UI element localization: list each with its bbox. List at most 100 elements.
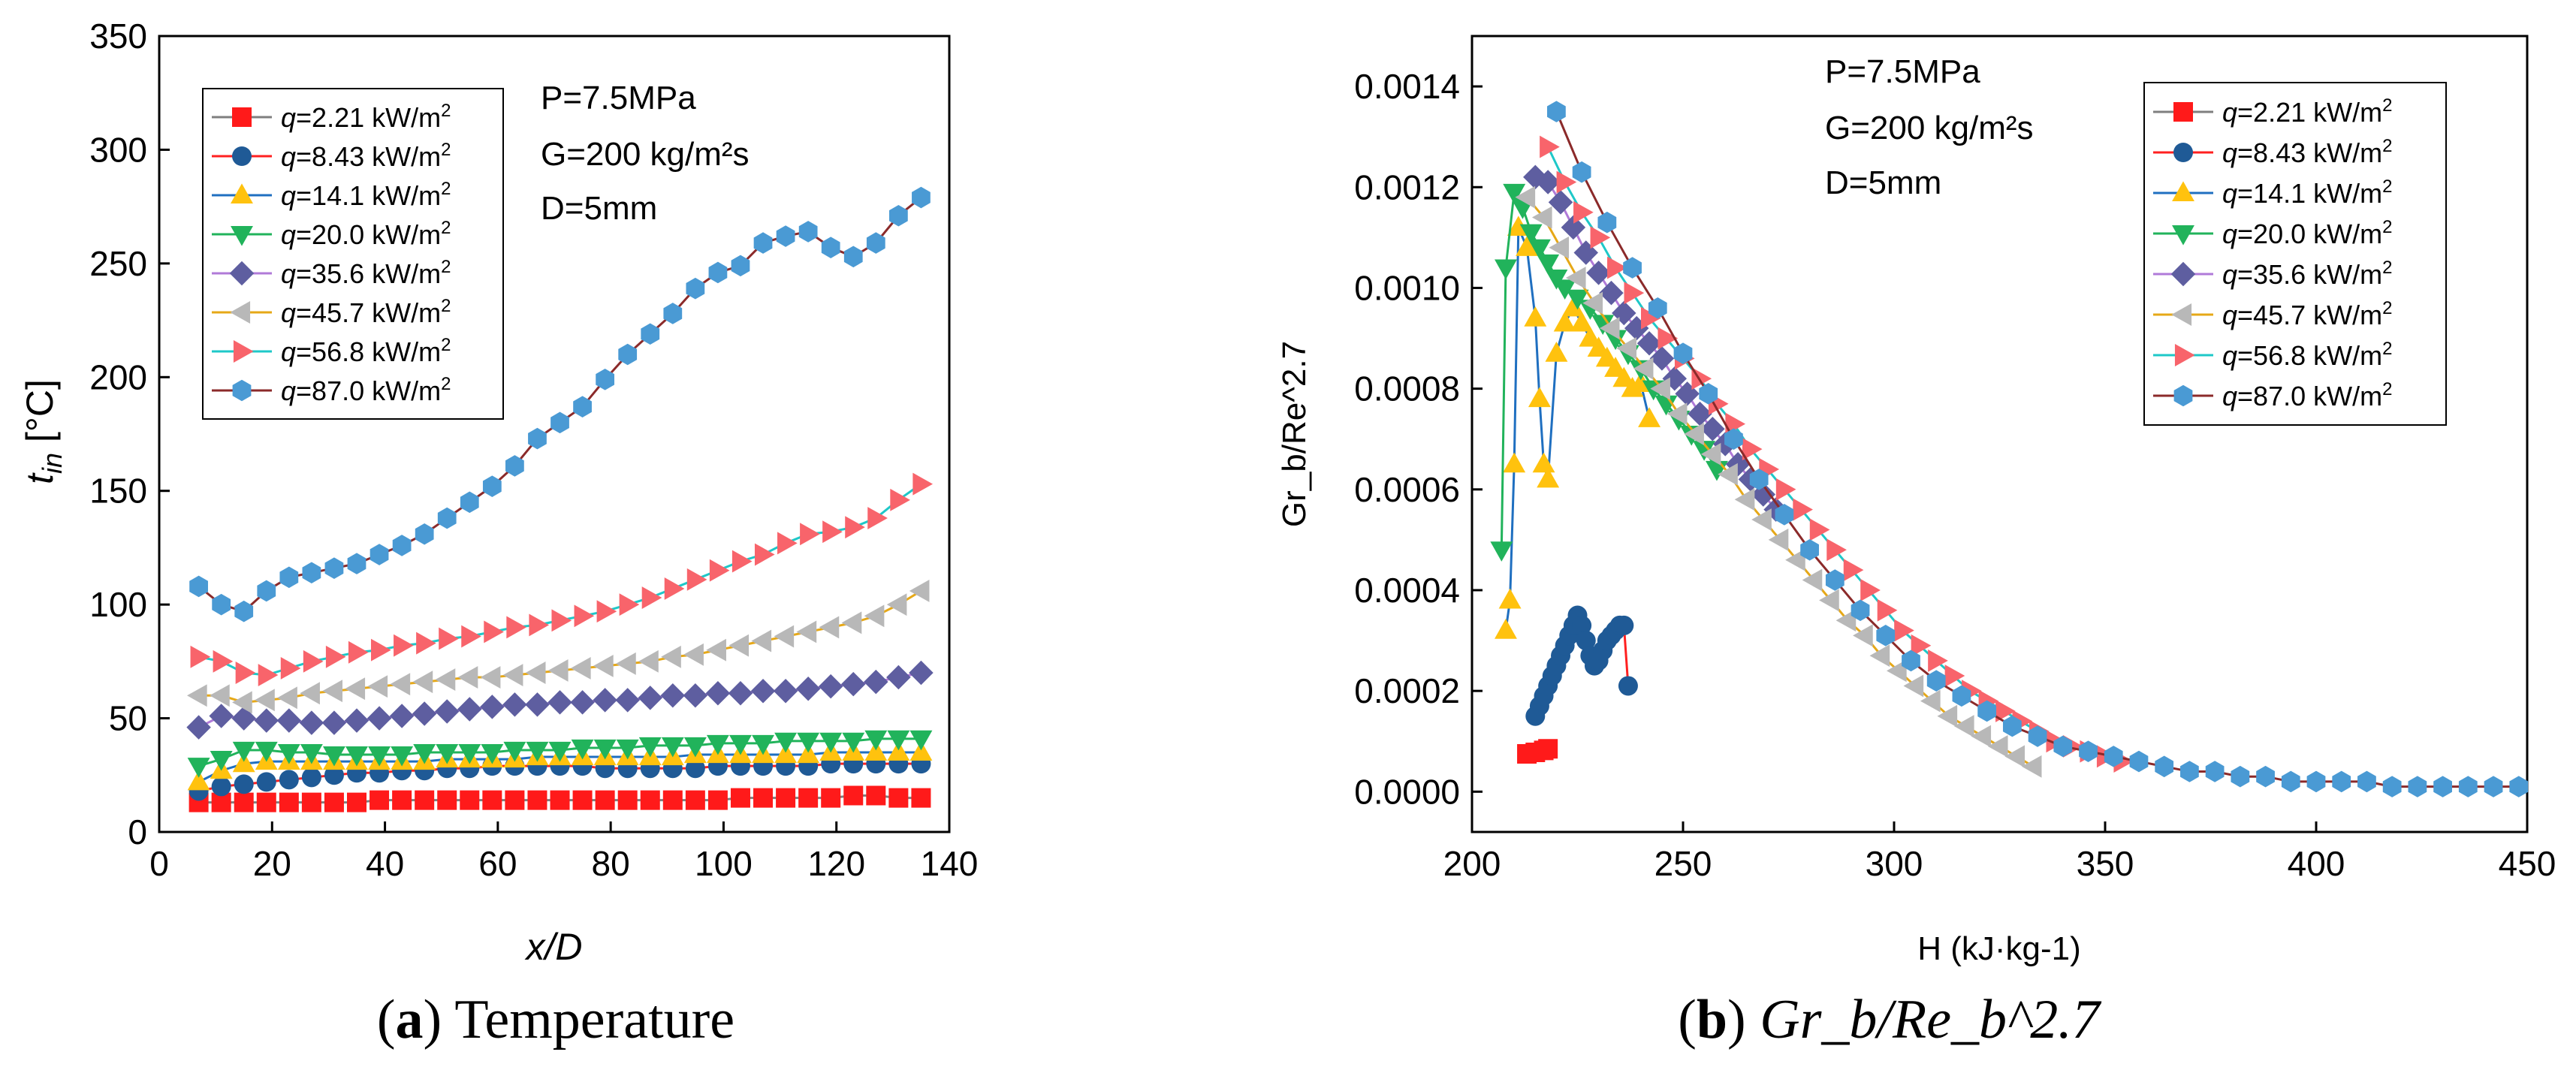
panel-b-legend-entry: q=56.8 kW/m2 xyxy=(2153,339,2392,371)
panel-b-data-point xyxy=(1937,704,1958,728)
panel-b-data-point xyxy=(2408,776,2427,797)
panel-b-data-point xyxy=(2021,755,2042,778)
panel-a-x-tick-label: 20 xyxy=(253,844,291,883)
panel-a-data-point xyxy=(686,277,705,300)
panel-a-data-point xyxy=(754,543,775,566)
panel-b-data-point xyxy=(2458,776,2478,797)
panel-b-x-tick-label: 250 xyxy=(1654,844,1712,883)
panel-b-data-point xyxy=(1515,185,1536,209)
panel-b-data-point xyxy=(1532,452,1555,473)
panel-b-data-point xyxy=(1618,676,1638,696)
panel-a-data-point xyxy=(301,792,321,812)
panel-b-series-q-8-43-kw-m xyxy=(1525,605,1638,726)
panel-b-data-point xyxy=(1650,377,1670,400)
panel-a-data-point xyxy=(797,743,820,764)
panel-a-data-point xyxy=(415,523,434,545)
panel-a-data-point xyxy=(821,237,840,258)
panel-b-data-point xyxy=(1621,377,1644,397)
panel-a-data-point xyxy=(845,516,865,539)
panel-b-data-point xyxy=(1673,342,1693,364)
panel-b-data-point xyxy=(1623,257,1642,279)
panel-a-data-point xyxy=(392,790,412,810)
panel-a-data-point xyxy=(750,678,776,704)
panel-a-data-point xyxy=(412,701,437,726)
panel-b-data-point xyxy=(1616,336,1636,360)
panel-a-legend-entry: q=8.43 kW/m2 xyxy=(212,140,451,172)
panel-a-data-point xyxy=(348,640,369,664)
panel-a-data-point xyxy=(389,704,415,728)
panel-b-data-point xyxy=(1561,215,1586,240)
panel-a-caption: (a) Temperature xyxy=(377,989,734,1050)
panel-b-data-point xyxy=(1718,463,1738,486)
panel-a-data-point xyxy=(502,664,523,686)
panel-b-data-point xyxy=(1903,674,1924,698)
panel-a-data-point xyxy=(707,790,728,810)
panel-a-data-point xyxy=(234,774,254,794)
panel-b-data-point xyxy=(1654,395,1678,416)
panel-a-x-tick-label: 120 xyxy=(807,844,865,883)
panel-b-data-point xyxy=(1751,508,1772,532)
panel-a-data-point xyxy=(864,604,885,628)
panel-b-legend-label: q=35.6 kW/m2 xyxy=(2222,258,2392,290)
panel-b-data-point xyxy=(1612,366,1636,387)
panel-b-legend-label: q=14.1 kW/m2 xyxy=(2222,176,2392,209)
panel-b-data-point xyxy=(1599,280,1624,306)
panel-a-data-point xyxy=(638,650,659,673)
panel-a-data-point xyxy=(415,790,435,810)
panel-a-data-point xyxy=(187,684,207,707)
panel-a-data-point xyxy=(460,491,479,514)
panel-a-data-point xyxy=(300,682,320,705)
panel-a-legend-label: q=87.0 kW/m2 xyxy=(281,374,451,406)
panel-b-data-point xyxy=(1826,538,1847,562)
panel-a-data-point xyxy=(506,616,526,639)
panel-b-legend-marker xyxy=(2170,261,2196,287)
panel-a-data-point xyxy=(731,550,753,573)
panel-a-data-point xyxy=(502,692,527,717)
panel-b-data-point xyxy=(1614,615,1634,635)
panel-b-y-tick-label: 0.0004 xyxy=(1354,571,1460,610)
panel-a-data-point xyxy=(776,788,796,808)
panel-a-data-point xyxy=(751,629,772,653)
panel-b-data-point xyxy=(2382,776,2402,797)
panel-a-legend-marker xyxy=(233,340,254,363)
panel-a-data-point xyxy=(231,706,256,731)
panel-b-legend-marker xyxy=(2171,303,2192,326)
panel-a-data-point xyxy=(683,643,704,666)
panel-b-data-point xyxy=(1531,206,1552,229)
panel-b-data-point xyxy=(1902,650,1920,672)
panel-a-data-point xyxy=(277,743,300,764)
panel-b-data-point xyxy=(1638,407,1661,427)
panel-a-data-point xyxy=(641,323,660,345)
panel-a-data-point xyxy=(390,673,411,696)
panel-a-data-point xyxy=(774,732,798,753)
panel-b-ticks: 200 250 300 350 400 450 0.0000 0.0002 0.0004 0.00… xyxy=(1354,67,2556,883)
panel-a-legend-entry: q=45.7 kW/m2 xyxy=(212,296,451,328)
panel-a-data-point xyxy=(322,746,345,767)
panel-a-data-point xyxy=(280,656,301,680)
panel-b-data-point xyxy=(1604,357,1627,377)
panel-a-data-point xyxy=(728,681,753,706)
panel-b-data-point xyxy=(1547,101,1566,122)
panel-a-data-point xyxy=(570,690,595,715)
panel-b-data-point xyxy=(1576,631,1596,651)
panel-a-data-point xyxy=(595,790,615,810)
panel-a-data-point xyxy=(436,743,459,764)
panel-a-data-point xyxy=(367,675,388,698)
panel-a-data-point xyxy=(254,708,279,733)
panel-a-data-point xyxy=(774,743,798,764)
panel-b-data-point xyxy=(1565,267,1586,289)
panel-a-data-point xyxy=(548,741,572,762)
panel-b-legend-label: q=45.7 kW/m2 xyxy=(2222,298,2392,330)
panel-b-data-point xyxy=(1684,423,1704,445)
panel-b-data-point xyxy=(1693,441,1716,461)
panel-a-data-point xyxy=(596,600,617,623)
panel-a-data-point xyxy=(527,790,547,810)
panel-a-data-point xyxy=(593,654,614,677)
panel-b-data-point xyxy=(1742,438,1763,461)
panel-a-data-point xyxy=(347,792,366,812)
panel-a-data-point xyxy=(345,677,366,701)
panel-a-data-point xyxy=(392,535,412,556)
panel-b-series-q-2-21-kw-m xyxy=(1517,739,1558,764)
panel-b-data-point xyxy=(1599,317,1620,340)
